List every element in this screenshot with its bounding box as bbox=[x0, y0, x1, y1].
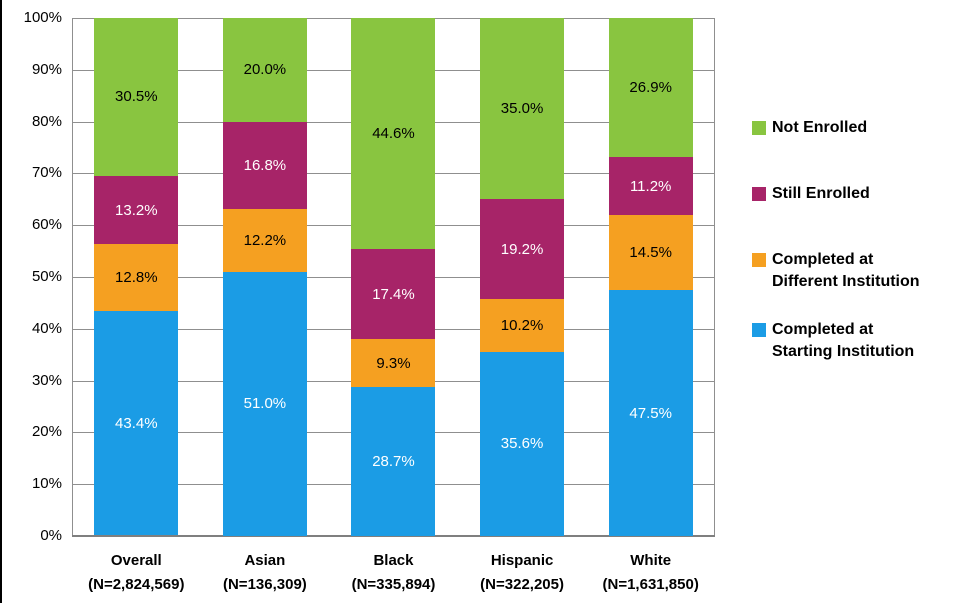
legend-label: Completed at Different Institution bbox=[772, 251, 920, 290]
y-tick-label: 20% bbox=[31, 423, 62, 441]
segment-value-label: 30.5% bbox=[115, 88, 158, 106]
bar-hispanic: 35.0% 19.2% 10.2% 35.6% bbox=[480, 18, 565, 536]
segment-value-label: 43.4% bbox=[115, 414, 158, 432]
legend-label: Completed at Starting Institution bbox=[772, 321, 915, 360]
segment-value-label: 19.2% bbox=[500, 240, 544, 258]
segment: 10.2% bbox=[480, 298, 565, 352]
segment: 28.7% bbox=[351, 387, 436, 536]
category-name: Asian bbox=[244, 552, 286, 569]
legend-item: Completed at Different Institution bbox=[752, 249, 958, 293]
category-n-count: (N=2,824,569) bbox=[88, 576, 185, 593]
plot-right-border bbox=[714, 18, 715, 536]
segment-value-label: 44.6% bbox=[372, 125, 415, 142]
segment: 43.4% bbox=[94, 310, 179, 536]
bar-white: 26.9% 11.2% 14.5% 47.5% bbox=[608, 18, 693, 536]
segment-value-label: 12.2% bbox=[243, 231, 287, 249]
legend-swatch-icon bbox=[752, 121, 766, 135]
category-label: Asian (N=136,309) bbox=[201, 549, 330, 597]
segment: 9.3% bbox=[351, 339, 436, 388]
category-n-count: (N=136,309) bbox=[222, 576, 307, 593]
y-tick-label: 100% bbox=[23, 9, 62, 26]
segment-value-label: 13.2% bbox=[115, 201, 158, 219]
x-axis-category-labels: Overall (N=2,824,569) Asian (N=136,309) Blac… bbox=[72, 549, 715, 597]
segment: 20.0% bbox=[222, 18, 307, 122]
category-name: White bbox=[630, 552, 672, 569]
segment: 30.5% bbox=[94, 18, 179, 176]
y-tick-label: 30% bbox=[31, 371, 62, 389]
segment: 44.6% bbox=[351, 18, 436, 250]
category-label: White (N=1,631,850) bbox=[586, 549, 715, 597]
segment-value-label: 20.0% bbox=[243, 61, 287, 79]
segment-value-label: 51.0% bbox=[243, 395, 287, 413]
category-n-count: (N=1,631,850) bbox=[602, 576, 699, 593]
category-label: Black (N=335,894) bbox=[329, 549, 458, 597]
category-label: Hispanic (N=322,205) bbox=[458, 549, 587, 597]
legend-swatch-icon bbox=[752, 187, 766, 201]
y-tick-label: 40% bbox=[31, 319, 62, 337]
segment: 35.6% bbox=[480, 351, 565, 536]
y-tick-label: 90% bbox=[31, 60, 62, 78]
segment: 12.8% bbox=[94, 244, 179, 311]
category-name: Overall bbox=[110, 552, 162, 569]
bar-slot: 44.6% 17.4% 9.3% 28.7% bbox=[329, 18, 458, 536]
segment-value-label: 35.6% bbox=[500, 435, 544, 453]
y-tick-label: 80% bbox=[31, 112, 62, 130]
legend-swatch-icon bbox=[752, 323, 766, 337]
segment: 17.4% bbox=[351, 249, 436, 340]
bar-slot: 26.9% 11.2% 14.5% 47.5% bbox=[586, 18, 715, 536]
segment: 16.8% bbox=[222, 121, 307, 209]
y-tick-label: 50% bbox=[31, 268, 62, 285]
category-name: Hispanic bbox=[490, 552, 554, 569]
segment-value-label: 28.7% bbox=[372, 453, 415, 471]
bar-black: 44.6% 17.4% 9.3% 28.7% bbox=[351, 18, 436, 536]
bar-asian: 20.0% 16.8% 12.2% 51.0% bbox=[222, 18, 307, 536]
legend-label: Still Enrolled bbox=[772, 185, 870, 202]
segment-value-label: 16.8% bbox=[243, 156, 287, 174]
segment: 19.2% bbox=[480, 199, 565, 299]
y-tick-label: 0% bbox=[40, 527, 62, 544]
segment: 26.9% bbox=[608, 18, 693, 158]
y-tick-label: 10% bbox=[31, 475, 62, 493]
legend-label: Not Enrolled bbox=[772, 119, 868, 136]
figure-left-border bbox=[0, 0, 2, 603]
segment-value-label: 35.0% bbox=[500, 100, 544, 118]
x-axis-line bbox=[72, 535, 715, 537]
legend-swatch-icon bbox=[752, 253, 766, 267]
segment: 51.0% bbox=[222, 271, 307, 536]
bar-overall: 30.5% 13.2% 12.8% 43.4% bbox=[94, 18, 179, 536]
bar-slot: 20.0% 16.8% 12.2% 51.0% bbox=[201, 18, 330, 536]
y-tick-label: 60% bbox=[31, 216, 62, 234]
segment-value-label: 11.2% bbox=[629, 177, 672, 195]
segment: 35.0% bbox=[480, 18, 565, 200]
legend: Not Enrolled Still Enrolled Completed at Di… bbox=[752, 117, 958, 363]
bar-slot: 35.0% 19.2% 10.2% 35.6% bbox=[458, 18, 587, 536]
segment: 13.2% bbox=[94, 175, 179, 245]
segment-value-label: 12.8% bbox=[115, 269, 158, 286]
legend-item: Not Enrolled bbox=[752, 117, 958, 139]
legend-item: Completed at Starting Institution bbox=[752, 319, 958, 363]
category-n-count: (N=335,894) bbox=[351, 576, 436, 593]
segment-value-label: 26.9% bbox=[629, 79, 672, 97]
category-label: Overall (N=2,824,569) bbox=[72, 549, 201, 597]
segment-value-label: 10.2% bbox=[500, 316, 544, 334]
category-n-count: (N=322,205) bbox=[480, 576, 564, 593]
y-tick-label: 70% bbox=[31, 164, 62, 182]
segment: 47.5% bbox=[608, 290, 693, 536]
category-name: Black bbox=[373, 552, 414, 569]
segment-value-label: 47.5% bbox=[629, 404, 672, 422]
segment: 14.5% bbox=[608, 215, 693, 291]
segment-value-label: 17.4% bbox=[372, 285, 415, 303]
segment: 12.2% bbox=[222, 208, 307, 272]
bar-slot: 30.5% 13.2% 12.8% 43.4% bbox=[72, 18, 201, 536]
bars-container: 30.5% 13.2% 12.8% 43.4% 20.0% 16.8% 12.2% 51.0%… bbox=[72, 18, 715, 536]
legend-item: Still Enrolled bbox=[752, 183, 958, 205]
plot-area: 30.5% 13.2% 12.8% 43.4% 20.0% 16.8% 12.2% 51.0%… bbox=[72, 18, 715, 537]
segment-value-label: 14.5% bbox=[629, 244, 672, 262]
y-axis-line bbox=[72, 18, 73, 536]
segment-value-label: 9.3% bbox=[376, 354, 411, 372]
segment: 11.2% bbox=[608, 157, 693, 216]
